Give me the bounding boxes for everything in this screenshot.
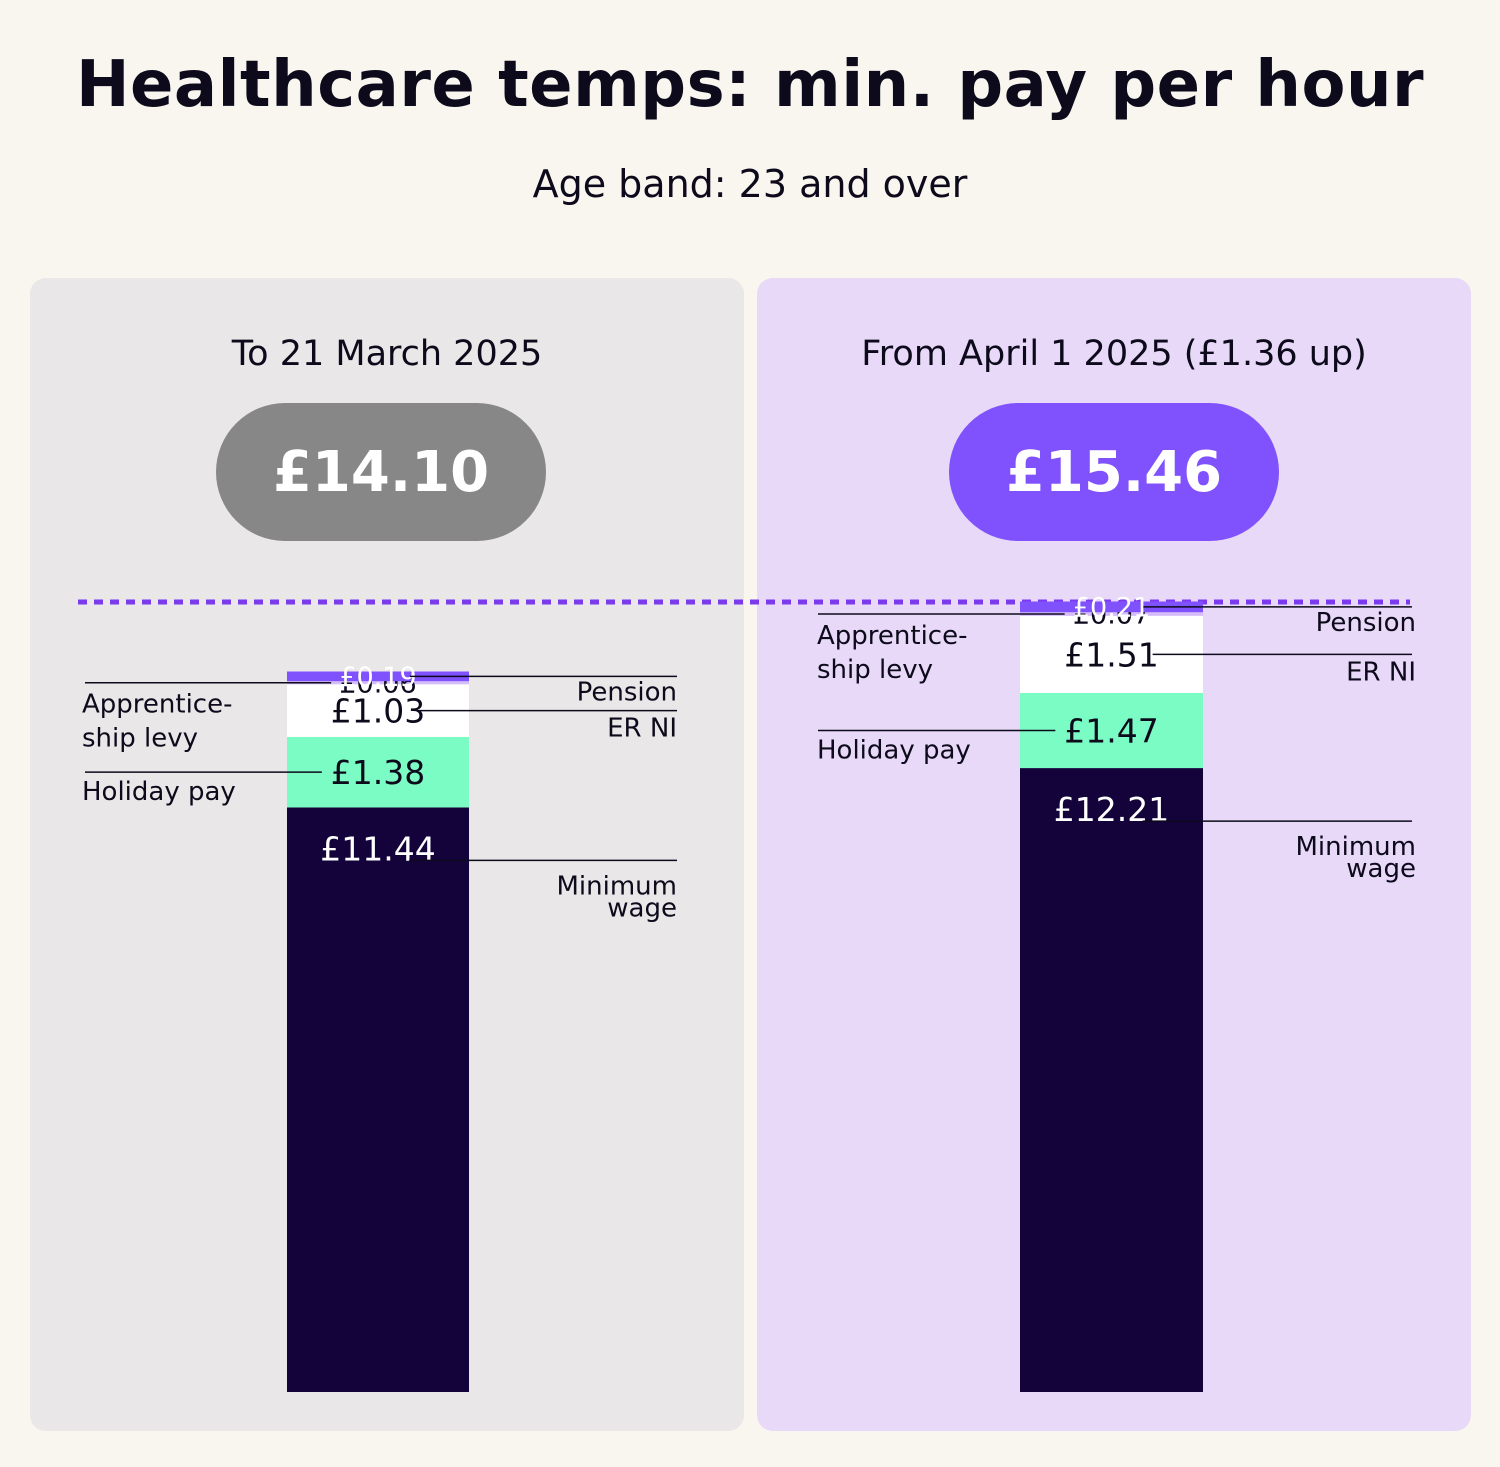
series-label: Holiday pay [82, 777, 236, 807]
value-label: £1.38 [331, 753, 425, 792]
series-label: ship levy [82, 724, 198, 754]
chart-subtitle: Age band: 23 and over [532, 162, 968, 206]
value-label: £0.21 [1073, 593, 1150, 624]
series-label: Minimum [557, 871, 678, 901]
series-label: Apprentice- [817, 621, 967, 651]
series-label: ship levy [817, 655, 933, 685]
value-label: £1.03 [331, 691, 425, 730]
series-label: Pension [577, 677, 677, 707]
series-label: ER NI [607, 714, 677, 744]
series-label: Pension [1316, 608, 1416, 638]
total-before-badge: £14.10 [216, 403, 546, 541]
value-label: £11.44 [320, 829, 435, 868]
bar-segment-before-4 [287, 671, 469, 682]
value-label: £0.19 [339, 662, 416, 693]
bar-segment-before-3 [287, 681, 469, 685]
series-label: wage [607, 893, 677, 923]
panel-after-heading: From April 1 2025 (£1.36 up) [861, 334, 1367, 374]
bar-segment-after-4 [1020, 601, 1203, 613]
total-after-badge: £15.46 [949, 403, 1279, 541]
series-label: Holiday pay [817, 736, 971, 766]
series-label: Apprentice- [82, 690, 232, 720]
series-label: Minimum [1296, 832, 1417, 862]
bar-segment-after-0 [1020, 768, 1203, 1392]
chart-title: Healthcare temps: min. pay per hour [75, 48, 1425, 122]
series-label: ER NI [1346, 657, 1416, 687]
value-label: £1.47 [1064, 711, 1158, 750]
bar-segment-before-0 [287, 807, 469, 1392]
bar-segment-after-3 [1020, 612, 1203, 616]
value-label: £1.51 [1064, 635, 1158, 674]
value-label: £12.21 [1054, 790, 1169, 829]
series-label: wage [1346, 854, 1416, 884]
panel-before-heading: To 21 March 2025 [231, 334, 543, 374]
